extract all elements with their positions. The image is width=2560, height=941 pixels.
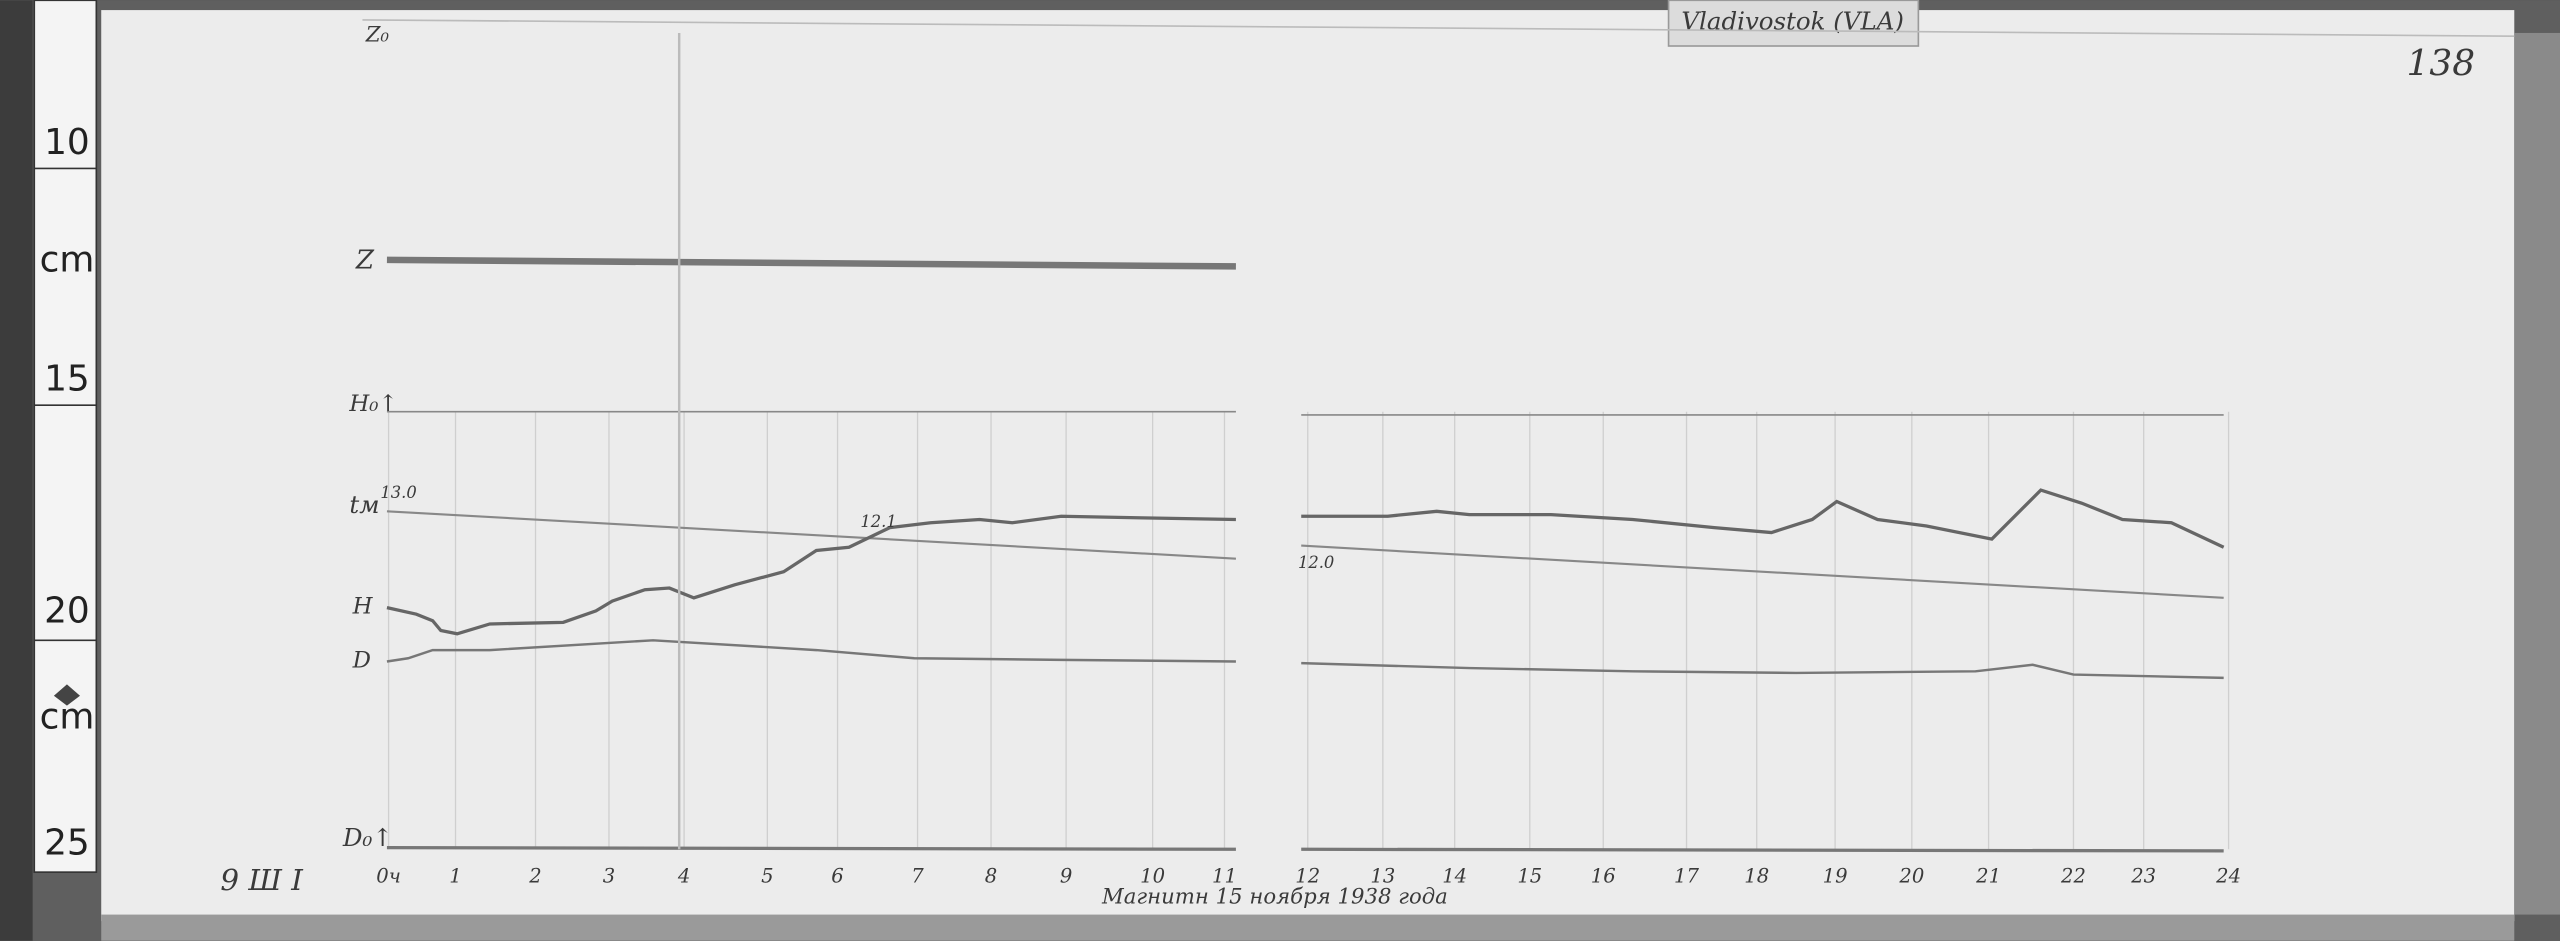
hour-label: 18 (1744, 865, 1769, 888)
temperature-mark: 12.1 (860, 512, 896, 531)
hour-label: 19 (1823, 865, 1848, 888)
hour-label: 17 (1674, 865, 1699, 888)
hour-label: 2 (528, 865, 541, 888)
hour-grid (387, 411, 2230, 850)
z-trace (386, 256, 1236, 270)
hour-label: 21 (1975, 865, 2001, 888)
temperature-mark: 12.0 (1298, 553, 1334, 572)
d-trace (386, 639, 1236, 663)
hour-label: 7 (911, 865, 924, 888)
trace-label: tм (349, 490, 379, 519)
temperature-line (1301, 544, 2224, 599)
ruler-strip (33, 0, 98, 873)
station-tag (1667, 0, 1920, 47)
baseline (1301, 847, 2224, 853)
caption: Магнитн 15 ноября 1938 года (1101, 885, 1448, 910)
hour-label: 5 (761, 865, 773, 888)
paper-bottom (101, 914, 2515, 941)
trace-label: H (352, 594, 374, 620)
h-trace (386, 514, 1236, 636)
trace-label: H₀↑ (348, 391, 397, 417)
hour-label: 9 (1060, 865, 1072, 888)
hour-label: 13 (1370, 865, 1395, 888)
ruler-label: cm (40, 240, 95, 281)
station-code: 9 Ш I (220, 863, 304, 897)
hour-label: 22 (2060, 865, 2086, 888)
trace-label: D (352, 648, 371, 674)
hour-label: 4 (677, 865, 690, 888)
trace-label: Z (355, 246, 375, 276)
temperature-line (386, 510, 1236, 560)
h-trace (1301, 488, 2225, 549)
ruler-label: 15 (44, 359, 90, 400)
top-line (362, 19, 2515, 38)
hour-label: 16 (1591, 865, 1616, 888)
hour-label: 11 (1212, 865, 1237, 888)
hour-label: 23 (2130, 865, 2156, 888)
ruler: 10 cm 15 20 cm 25 (33, 0, 98, 873)
ruler-label: cm (40, 697, 95, 738)
hour-label: 3 (603, 865, 615, 888)
scan-edge (0, 0, 33, 941)
hour-label: 24 (2215, 865, 2241, 888)
hour-label: 1 (449, 865, 461, 888)
ruler-icon (53, 684, 80, 706)
baseline (386, 846, 1236, 851)
temperature-mark: 13.0 (380, 483, 416, 502)
hour-label: 10 (1140, 865, 1165, 888)
hour-label: 15 (1517, 865, 1542, 888)
hour-labels: 0ч 1 2 3 4 5 6 7 8 9 10 11 12 13 14 15 16 17 18 19 20 21 22 23 2… (376, 865, 2241, 888)
hour-label: 20 (1898, 865, 1924, 888)
hour-label: 8 (985, 865, 997, 888)
paper-edge (2514, 32, 2560, 915)
sheet-number: 138 (2407, 43, 2476, 84)
trace-label: D₀↑ (342, 823, 393, 852)
ruler-label: 25 (44, 822, 90, 863)
hour-label: 12 (1295, 865, 1320, 888)
ruler-label: 10 (44, 122, 90, 163)
ruler-label: 20 (44, 591, 90, 632)
trace-label: Z₀ (365, 23, 390, 48)
hour-label: 0ч (376, 865, 401, 888)
hour-label: 6 (831, 865, 843, 888)
d-trace (1301, 661, 2224, 680)
hour-label: 14 (1442, 865, 1467, 888)
